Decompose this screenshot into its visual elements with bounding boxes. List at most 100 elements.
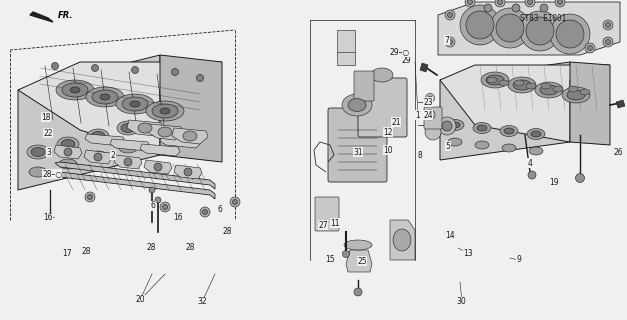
Polygon shape — [55, 172, 215, 199]
Circle shape — [445, 10, 455, 20]
Polygon shape — [144, 160, 172, 174]
Polygon shape — [420, 63, 428, 72]
Ellipse shape — [487, 77, 497, 83]
Polygon shape — [84, 150, 112, 164]
Ellipse shape — [535, 82, 563, 98]
Polygon shape — [160, 136, 200, 148]
Ellipse shape — [62, 83, 88, 97]
Ellipse shape — [553, 86, 563, 92]
Ellipse shape — [117, 121, 139, 135]
Ellipse shape — [57, 137, 79, 151]
Text: 28: 28 — [185, 243, 195, 252]
Ellipse shape — [130, 101, 140, 107]
Ellipse shape — [92, 90, 118, 104]
Circle shape — [162, 204, 167, 210]
Ellipse shape — [100, 94, 110, 100]
Polygon shape — [390, 220, 415, 260]
Circle shape — [155, 197, 161, 203]
Polygon shape — [174, 165, 202, 179]
Text: 22: 22 — [43, 129, 53, 138]
Circle shape — [526, 17, 554, 45]
Circle shape — [556, 20, 584, 48]
Text: 3: 3 — [46, 148, 51, 156]
Polygon shape — [172, 128, 208, 144]
Ellipse shape — [138, 123, 152, 133]
FancyBboxPatch shape — [424, 107, 442, 129]
Text: 16: 16 — [173, 213, 183, 222]
Ellipse shape — [526, 83, 536, 89]
Polygon shape — [85, 134, 125, 146]
Circle shape — [496, 14, 524, 42]
Text: ST83 E1001: ST83 E1001 — [520, 13, 566, 22]
Circle shape — [606, 39, 611, 44]
Circle shape — [587, 45, 593, 51]
Ellipse shape — [158, 127, 172, 137]
Ellipse shape — [70, 87, 80, 93]
Text: 26: 26 — [613, 148, 623, 156]
Circle shape — [555, 0, 565, 7]
Ellipse shape — [502, 144, 516, 152]
Polygon shape — [147, 124, 183, 140]
Text: 28: 28 — [82, 247, 91, 257]
Text: 25: 25 — [357, 257, 367, 266]
Ellipse shape — [450, 122, 460, 128]
Circle shape — [426, 93, 435, 102]
Ellipse shape — [513, 80, 531, 90]
Ellipse shape — [425, 124, 441, 140]
Ellipse shape — [442, 121, 452, 131]
Polygon shape — [346, 250, 372, 272]
Polygon shape — [110, 139, 150, 151]
Ellipse shape — [567, 90, 585, 100]
Ellipse shape — [508, 77, 536, 93]
Polygon shape — [616, 100, 625, 108]
Circle shape — [466, 11, 494, 39]
Ellipse shape — [29, 167, 47, 177]
Circle shape — [196, 75, 204, 82]
Circle shape — [445, 37, 455, 47]
Polygon shape — [18, 62, 222, 155]
Circle shape — [85, 192, 95, 202]
Ellipse shape — [514, 80, 524, 86]
Ellipse shape — [473, 123, 491, 133]
Circle shape — [540, 4, 548, 12]
Text: 23: 23 — [423, 98, 433, 107]
Text: 31: 31 — [353, 148, 363, 156]
Polygon shape — [440, 62, 570, 160]
Polygon shape — [54, 145, 82, 159]
Circle shape — [495, 0, 505, 7]
Text: 6: 6 — [150, 202, 155, 211]
Polygon shape — [18, 55, 160, 190]
Circle shape — [160, 202, 170, 212]
Ellipse shape — [59, 159, 77, 169]
Text: 13: 13 — [463, 249, 473, 258]
Text: 29–○: 29–○ — [390, 47, 410, 57]
Ellipse shape — [486, 75, 504, 85]
Text: 5: 5 — [446, 141, 450, 150]
Polygon shape — [140, 144, 180, 156]
Circle shape — [64, 148, 72, 156]
Circle shape — [576, 173, 584, 182]
Text: 15: 15 — [325, 255, 335, 265]
Ellipse shape — [504, 128, 514, 134]
Text: 27: 27 — [318, 220, 328, 229]
Ellipse shape — [562, 87, 590, 103]
Ellipse shape — [31, 148, 45, 156]
Circle shape — [88, 195, 93, 199]
Circle shape — [585, 43, 595, 53]
Circle shape — [448, 39, 453, 44]
Ellipse shape — [152, 104, 178, 118]
Text: 8: 8 — [418, 150, 423, 159]
Circle shape — [603, 37, 613, 47]
Circle shape — [606, 22, 611, 28]
Text: 21: 21 — [391, 117, 401, 126]
Ellipse shape — [87, 129, 109, 143]
Circle shape — [603, 20, 613, 30]
Circle shape — [51, 62, 58, 69]
Circle shape — [557, 0, 562, 4]
Text: 30: 30 — [456, 298, 466, 307]
Circle shape — [233, 199, 238, 204]
Text: 20: 20 — [135, 295, 145, 305]
Ellipse shape — [499, 80, 509, 86]
Text: 29: 29 — [401, 55, 411, 65]
Text: 28–○: 28–○ — [42, 170, 62, 179]
